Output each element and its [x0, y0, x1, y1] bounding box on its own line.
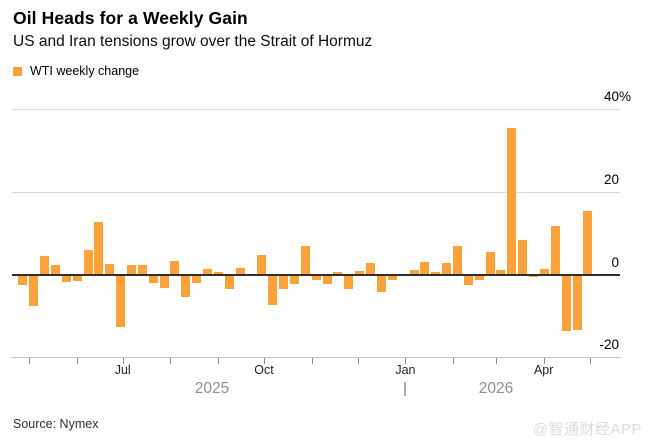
wti-bar — [257, 254, 267, 275]
wti-bar — [550, 225, 560, 275]
wti-bar — [279, 274, 289, 289]
wti-bar — [137, 265, 147, 275]
wti-bar — [50, 264, 60, 275]
wti-bar — [333, 271, 343, 275]
wti-bar — [105, 264, 115, 275]
wti-bar — [485, 251, 495, 275]
wti-bar — [572, 274, 582, 330]
y-axis-label: 20 — [603, 171, 619, 187]
month-tick — [453, 358, 454, 365]
wti-bar — [409, 270, 419, 275]
wti-bar — [170, 261, 180, 275]
zero-line — [12, 273, 620, 276]
month-tick — [589, 358, 591, 365]
month-tick — [264, 358, 265, 365]
wti-bar — [72, 274, 82, 281]
wti-bar — [61, 274, 71, 282]
wti-bar — [376, 274, 386, 293]
chart-title: Oil Heads for a Weekly Gain — [13, 8, 248, 28]
wti-bar — [442, 263, 452, 275]
month-label: Oct — [254, 363, 274, 377]
wti-bar — [224, 274, 234, 289]
watermark: @智通财经APP — [532, 421, 642, 438]
wti-bar — [148, 274, 158, 284]
wti-bar — [561, 274, 571, 331]
wti-bar — [539, 269, 549, 275]
x-axis-line — [12, 357, 620, 359]
y-axis-label: 0 — [611, 254, 619, 270]
wti-bar — [29, 274, 39, 307]
wti-bar — [431, 271, 441, 275]
wti-bar — [453, 246, 462, 275]
month-tick — [122, 358, 124, 365]
wti-bar — [355, 271, 365, 275]
wti-bar — [529, 274, 538, 278]
wti-bar — [290, 274, 299, 285]
month-tick — [29, 358, 30, 365]
wti-bar — [387, 274, 397, 281]
wti-bar — [181, 274, 191, 298]
month-tick — [170, 358, 172, 365]
year-label: 2026 — [478, 380, 514, 397]
wti-bar — [192, 274, 202, 283]
wti-bar — [213, 271, 223, 275]
month-tick — [357, 358, 359, 365]
wti-bar — [235, 268, 245, 275]
month-tick — [543, 358, 545, 365]
month-tick — [496, 358, 498, 365]
month-label: Jul — [114, 363, 131, 377]
wti-bar — [344, 274, 354, 289]
y-axis-label: -20 — [599, 337, 619, 353]
wti-bar — [322, 274, 332, 284]
wti-bar — [420, 261, 430, 275]
legend-swatch-icon — [13, 67, 22, 76]
y-axis-label: 40% — [603, 89, 631, 105]
wti-bar — [518, 239, 528, 275]
gridline — [12, 109, 620, 111]
wti-bar — [83, 249, 93, 275]
wti-bar — [583, 211, 593, 275]
chart-subtitle: US and Iran tensions grow over the Strai… — [13, 33, 373, 50]
wti-bar — [116, 274, 126, 328]
gridline — [12, 191, 620, 193]
wti-bar — [496, 270, 506, 275]
year-divider — [403, 382, 406, 396]
wti-bar — [127, 265, 136, 275]
wti-bar — [463, 274, 473, 285]
wti-bar — [94, 222, 104, 275]
month-tick — [311, 358, 313, 365]
wti-bar — [159, 274, 169, 288]
wti-bar — [203, 268, 212, 275]
year-label: 2025 — [194, 380, 230, 397]
wti-bar — [474, 274, 484, 280]
wti-bar — [40, 255, 49, 275]
month-label: Jan — [395, 363, 416, 377]
month-tick — [218, 358, 219, 365]
month-tick — [405, 358, 407, 365]
wti-bar — [366, 263, 375, 275]
wti-bar — [268, 274, 278, 305]
source-note: Source: Nymex — [13, 417, 99, 431]
wti-bar — [311, 274, 321, 280]
wti-bar — [18, 274, 28, 286]
wti-bar — [300, 245, 310, 275]
month-label: Apr — [533, 363, 554, 377]
legend-label: WTI weekly change — [30, 64, 140, 78]
wti-bar — [507, 127, 517, 275]
month-tick — [76, 358, 78, 365]
